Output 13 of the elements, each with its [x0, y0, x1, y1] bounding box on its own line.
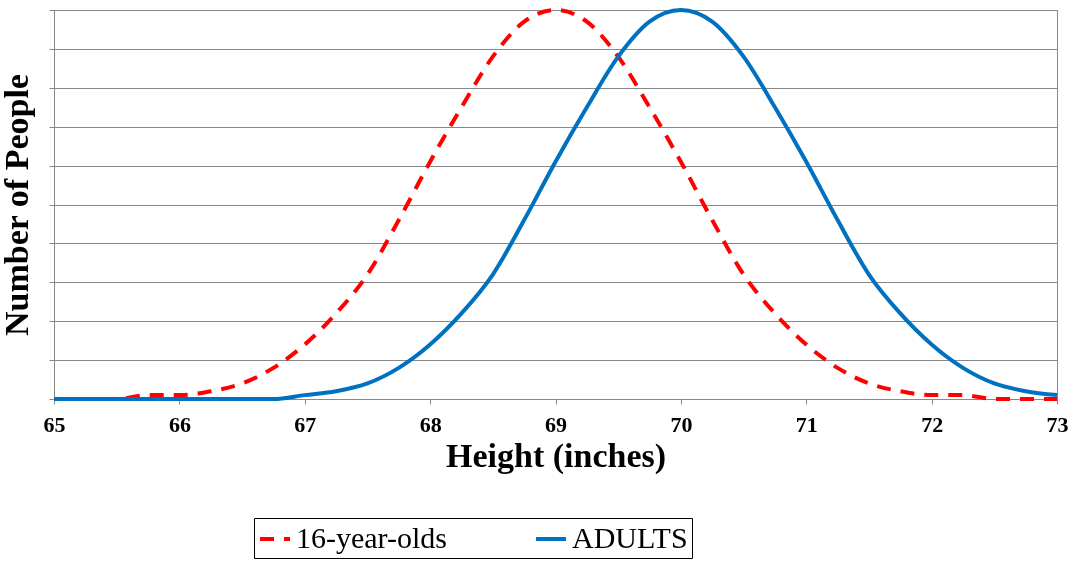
legend-label: 16-year-olds: [296, 521, 448, 554]
x-tick-label: 69: [545, 411, 567, 437]
y-axis-title: Number of People: [0, 74, 35, 336]
x-tick-label: 71: [795, 411, 818, 437]
x-tick-label: 70: [670, 411, 693, 437]
x-tick-label: 68: [419, 411, 442, 437]
x-tick-label: 73: [1046, 411, 1069, 437]
x-tick-label: 65: [43, 411, 66, 437]
x-tick-label: 66: [168, 411, 191, 437]
legend-label: ADULTS: [572, 521, 688, 554]
x-tick-label: 67: [294, 411, 317, 437]
x-tick-label: 72: [921, 411, 944, 437]
x-axis-title: Height (inches): [445, 436, 667, 475]
